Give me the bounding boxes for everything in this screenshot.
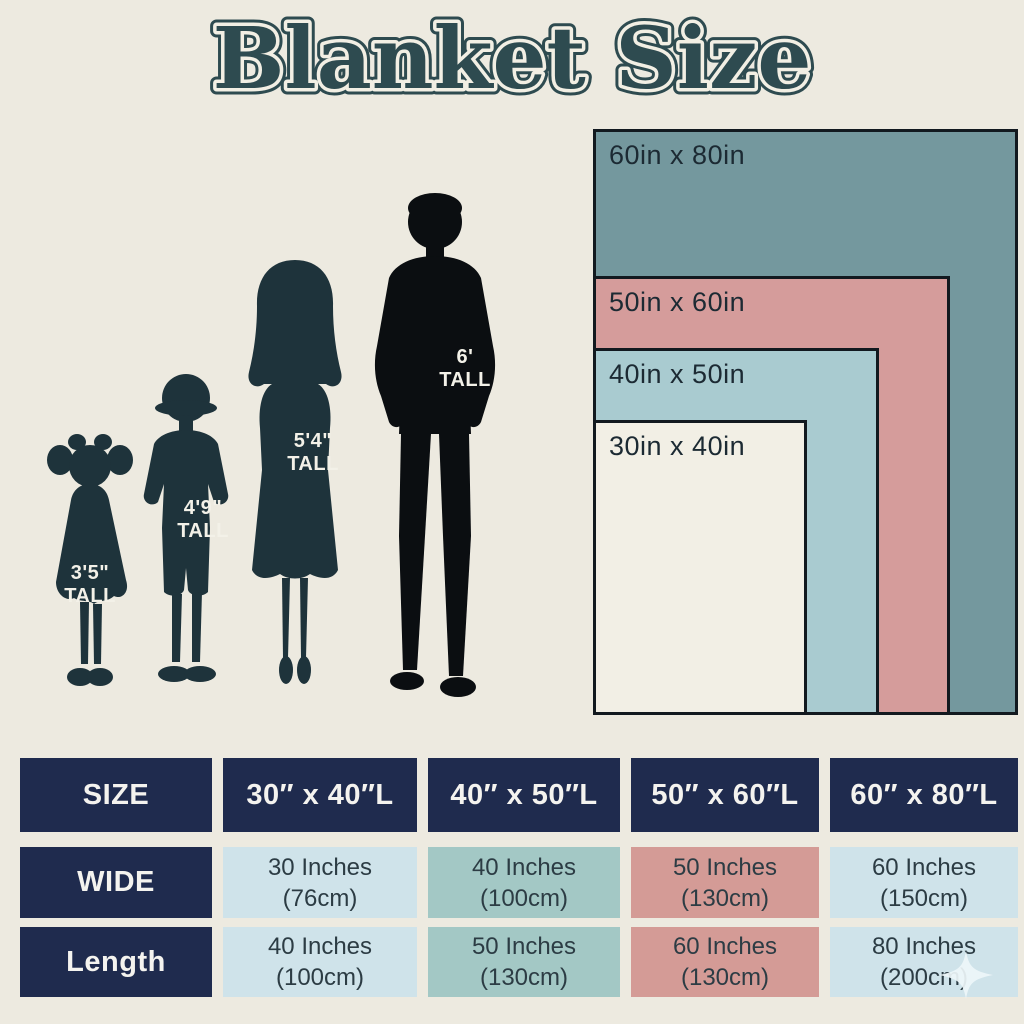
man-height-value: 6' xyxy=(456,346,474,368)
table-header-40x50: 40″ x 50″L xyxy=(428,758,620,832)
length-row-label: Length xyxy=(20,927,212,997)
length-cell-40: 40 Inches (100cm) xyxy=(223,927,417,997)
table-header-size: SIZE xyxy=(20,758,212,832)
girl-tall-text: TALL xyxy=(64,585,116,607)
page-title-text: Blanket Size xyxy=(213,9,812,109)
length-cell-60: 60 Inches (130cm) xyxy=(631,927,819,997)
boy-height-label: 4'9" TALL xyxy=(158,497,248,543)
wide-cell-50: 50 Inches (130cm) xyxy=(631,847,819,918)
woman-height-value: 5'4" xyxy=(293,430,333,452)
man-silhouette xyxy=(374,193,496,697)
girl-height-label: 3'5" TALL xyxy=(48,562,132,608)
boy-height-value: 4'9" xyxy=(183,497,223,519)
page-title: Blanket Size Blanket Size xyxy=(206,3,818,116)
woman-tall-text: TALL xyxy=(287,453,339,475)
wide-cell-30: 30 Inches (76cm) xyxy=(223,847,417,918)
wide-cell-40: 40 Inches (100cm) xyxy=(428,847,620,918)
table-header-50x60: 50″ x 60″L xyxy=(631,758,819,832)
sparkle-icon xyxy=(939,951,993,999)
woman-silhouette xyxy=(248,260,342,684)
man-height-label: 6' TALL xyxy=(420,346,510,392)
table-header-60x80: 60″ x 80″L xyxy=(830,758,1018,832)
wide-50-inches: 50 Inches xyxy=(672,853,778,881)
blanket-rect-30x40: 30in x 40in xyxy=(593,420,807,715)
length-40-inches: 40 Inches xyxy=(267,933,373,960)
boy-tall-text: TALL xyxy=(177,520,229,542)
length-60-cm: (130cm) xyxy=(680,964,770,991)
wide-cell-60: 60 Inches (150cm) xyxy=(830,847,1018,918)
length-60-inches: 60 Inches xyxy=(672,933,778,960)
wide-row-label: WIDE xyxy=(20,847,212,918)
wide-50-cm: (130cm) xyxy=(680,884,770,912)
blanket-rect-label: 30in x 40in xyxy=(609,431,746,461)
blanket-rect-label: 50in x 60in xyxy=(609,287,746,317)
woman-height-label: 5'4" TALL xyxy=(268,430,358,476)
boy-silhouette xyxy=(143,374,229,682)
table-header-30x40: 30″ x 40″L xyxy=(223,758,417,832)
size-table: SIZE 30″ x 40″L 40″ x 50″L 50″ x 60″L 60… xyxy=(20,758,1018,997)
wide-40-inches: 40 Inches xyxy=(471,853,577,881)
wide-40-cm: (100cm) xyxy=(479,884,569,912)
length-cell-80: 80 Inches (200cm) xyxy=(830,927,1018,997)
wide-30-inches: 30 Inches xyxy=(267,853,373,881)
length-cell-50: 50 Inches (130cm) xyxy=(428,927,620,997)
length-50-inches: 50 Inches xyxy=(471,933,577,960)
wide-60-cm: (150cm) xyxy=(879,884,969,912)
man-tall-text: TALL xyxy=(439,369,491,391)
table-length-row: Length 40 Inches (100cm) 50 Inches (130c… xyxy=(20,927,1018,997)
length-40-cm: (100cm) xyxy=(275,964,365,991)
length-50-cm: (130cm) xyxy=(479,964,569,991)
page-title-outline: Blanket Size xyxy=(213,9,812,109)
length-80-inches: 80 Inches xyxy=(871,933,977,960)
blanket-rect-label: 60in x 80in xyxy=(609,140,746,170)
table-wide-row: WIDE 30 Inches (76cm) 40 Inches (100cm) … xyxy=(20,847,1018,918)
table-header-row: SIZE 30″ x 40″L 40″ x 50″L 50″ x 60″L 60… xyxy=(20,758,1018,832)
girl-height-value: 3'5" xyxy=(70,562,110,584)
wide-60-inches: 60 Inches xyxy=(871,853,977,881)
wide-30-cm: (76cm) xyxy=(282,884,358,912)
blanket-rect-label: 40in x 50in xyxy=(609,359,746,389)
girl-silhouette xyxy=(47,434,133,686)
